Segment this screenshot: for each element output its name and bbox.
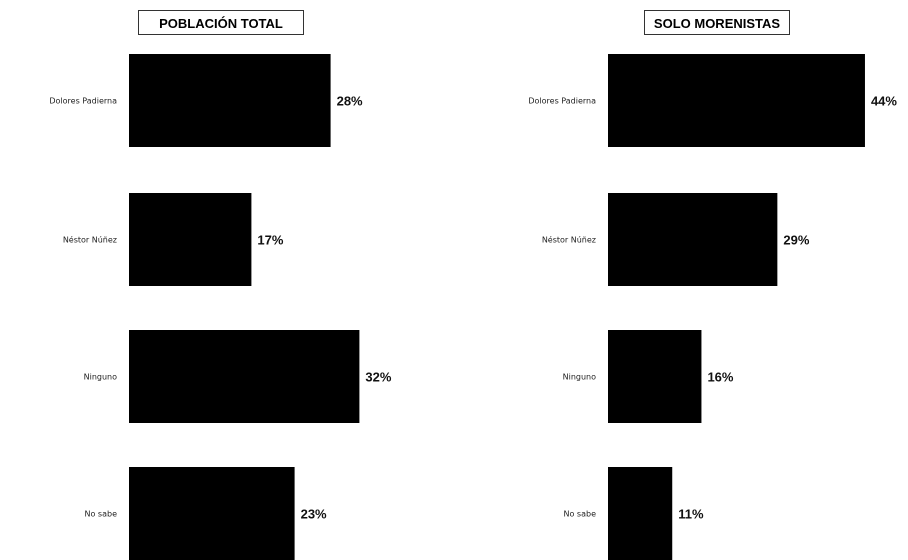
category-label: Néstor Núñez xyxy=(542,235,596,245)
bar-n-stor-n-ez xyxy=(129,193,252,286)
category-label: Dolores Padierna xyxy=(49,97,117,106)
bar-chart-svg: Dolores Padierna 28% Néstor Núñez 17% Ningun… xyxy=(49,54,392,560)
value-label: 16% xyxy=(707,370,733,385)
category-label: No sabe xyxy=(564,510,597,519)
category-label: Ninguno xyxy=(84,373,117,382)
bar-dolores-padierna xyxy=(129,54,331,147)
bar-no-sabe xyxy=(608,467,673,560)
value-label: 17% xyxy=(257,233,283,248)
bar-dolores-padierna xyxy=(608,54,865,147)
bar-ninguno xyxy=(608,330,702,423)
bar-chart-svg: Dolores Padierna 44% Néstor Núñez 29% Ningun… xyxy=(528,54,897,560)
value-label: 11% xyxy=(678,507,704,522)
chart-title: POBLACIÓN TOTAL xyxy=(138,10,304,35)
chart-panel-solo-morenistas: SOLO MORENISTAS Dolores Padierna 44% Nésto… xyxy=(454,0,908,560)
bar-n-stor-n-ez xyxy=(608,193,778,286)
bar-ninguno xyxy=(129,330,360,423)
category-label: Ninguno xyxy=(563,373,596,382)
value-label: 32% xyxy=(365,370,391,385)
category-label: Dolores Padierna xyxy=(528,97,596,106)
value-label: 23% xyxy=(301,507,327,522)
chart-panel-poblacion-total: POBLACIÓN TOTAL Dolores Padierna 28% Nésto… xyxy=(49,10,392,560)
category-label: Néstor Núñez xyxy=(63,235,117,245)
value-label: 29% xyxy=(783,233,809,248)
value-label: 28% xyxy=(337,94,363,109)
chart-title: SOLO MORENISTAS xyxy=(644,10,790,35)
category-label: No sabe xyxy=(85,510,118,519)
bar-no-sabe xyxy=(129,467,295,560)
value-label: 44% xyxy=(871,94,897,109)
